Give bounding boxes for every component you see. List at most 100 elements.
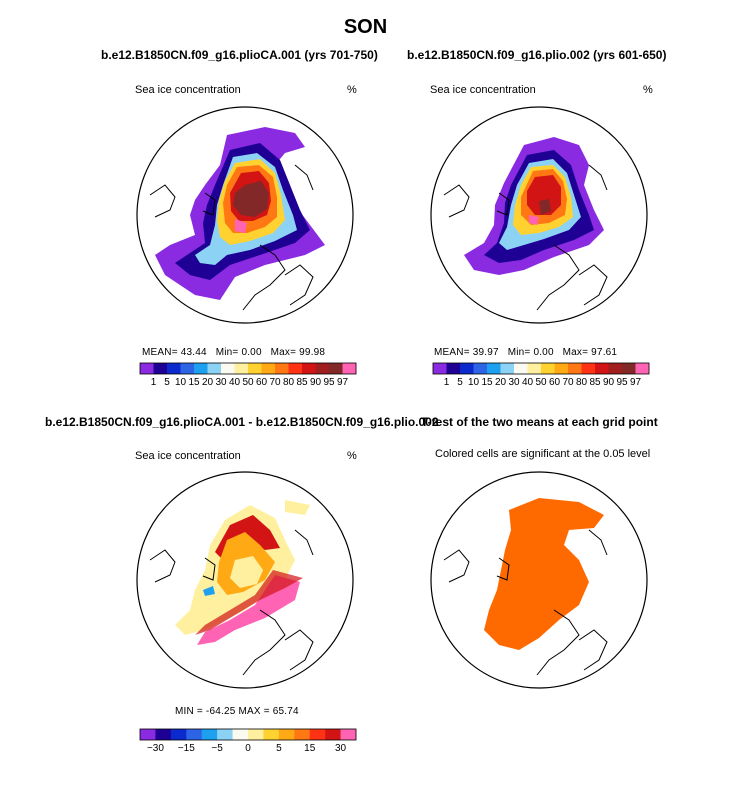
colorbar-tick-label: 70: [269, 377, 281, 388]
colorbar-swatch: [541, 363, 555, 374]
colorbar-tick-label: 1: [151, 377, 157, 388]
colorbar-tick-label: 50: [242, 377, 254, 388]
colorbar-swatch: [180, 363, 195, 374]
colorbar-swatch: [622, 363, 636, 374]
colorbar-tick-label: 40: [229, 377, 241, 388]
stats-top-left: MEAN= 43.44 Min= 0.00 Max= 99.98: [142, 347, 325, 358]
colorbar-swatch: [302, 363, 316, 374]
polar-map-bottom-left: [136, 471, 354, 689]
colorbar-swatch: [207, 363, 222, 374]
colorbar-tick-label: 50: [535, 377, 547, 388]
colorbar-tick-label: 40: [522, 377, 534, 388]
colorbar-swatch: [275, 363, 289, 374]
units-label-bottom-left: %: [347, 450, 357, 462]
colorbar-swatch: [155, 729, 172, 740]
colorbar-tick-label: 60: [549, 377, 561, 388]
min-label: Min=: [215, 347, 239, 358]
colorbar-swatch: [278, 729, 295, 740]
colorbar-top-right: 1 5 10 15 20 30 40 50 60 70 80 85 90 95 97: [432, 362, 650, 388]
units-label-top-right: %: [643, 84, 653, 96]
colorbar-swatch: [186, 729, 203, 740]
stats-bottom-left: MIN = -64.25 MAX = 65.74: [175, 706, 299, 717]
stats-top-right: MEAN= 39.97 Min= 0.00 Max= 97.61: [434, 347, 617, 358]
panel-title-bottom-left: b.e12.B1850CN.f09_g16.plioCA.001 - b.e12…: [45, 415, 439, 429]
colorbar-tick-label: 80: [576, 377, 588, 388]
colorbar-tick-label: 5: [457, 377, 463, 388]
colorbar-swatch: [487, 363, 501, 374]
diff-yellow-top: [285, 500, 310, 515]
significant-region: [484, 498, 604, 650]
colorbar-swatch: [325, 729, 341, 740]
colorbar-swatch: [342, 363, 357, 374]
ice-darkred: [539, 199, 551, 215]
diff-blue-patch: [203, 586, 215, 596]
max-label: Max=: [562, 347, 589, 358]
diff-yellow-center: [230, 556, 263, 588]
colorbar-tick-label: 90: [603, 377, 615, 388]
colorbar-swatch: [201, 729, 218, 740]
colorbar-tick-label: 5: [164, 377, 170, 388]
colorbar-bottom-left: −30 −15 −5 0 5 15 30: [139, 728, 357, 754]
colorbar-swatch: [581, 363, 596, 374]
colorbar-swatch: [635, 363, 650, 374]
colorbar-swatch: [514, 363, 528, 374]
colorbar-tick-label: −5: [211, 743, 223, 754]
colorbar-swatch: [167, 363, 181, 374]
colorbar-tick-label: 5: [276, 743, 282, 754]
colorbar-tick-label: 10: [175, 377, 187, 388]
colorbar-tick-label: 15: [304, 743, 316, 754]
colorbar-swatch: [140, 729, 156, 740]
colorbar-swatch: [315, 363, 330, 374]
colorbar-swatch: [554, 363, 569, 374]
min-label: Min=: [507, 347, 531, 358]
colorbar-tick-label: 60: [256, 377, 268, 388]
colorbar-swatch: [433, 363, 447, 374]
diff-red-edge: [195, 570, 303, 635]
colorbar-tick-label: 95: [323, 377, 335, 388]
colorbar-swatch: [217, 729, 233, 740]
colorbar-swatch: [595, 363, 609, 374]
max-label: Max=: [270, 347, 297, 358]
colorbar-swatch: [309, 729, 326, 740]
colorbar-swatch: [140, 363, 154, 374]
colorbar-swatch: [170, 729, 187, 740]
colorbar-swatch: [221, 363, 235, 374]
colorbar-tick-label: 90: [310, 377, 322, 388]
colorbar-tick-label: 15: [188, 377, 200, 388]
colorbar-tick-label: 30: [215, 377, 227, 388]
colorbar-swatch: [473, 363, 488, 374]
colorbar-tick-label: 85: [589, 377, 601, 388]
colorbar-swatch: [261, 363, 276, 374]
colorbar-tick-label: 97: [337, 377, 349, 388]
panel-title-bottom-right: T-test of the two means at each grid poi…: [421, 415, 658, 429]
colorbar-tick-label: 20: [495, 377, 507, 388]
colorbar-swatch: [294, 729, 311, 740]
units-label-top-left: %: [347, 84, 357, 96]
colorbar-swatch: [340, 729, 357, 740]
colorbar-frame: [432, 362, 650, 375]
variable-label-top-right: Sea ice concentration: [430, 84, 536, 96]
colorbar-swatch: [568, 363, 582, 374]
polar-map-bottom-right: [430, 471, 648, 689]
colorbar-tick-label: 95: [616, 377, 628, 388]
panel-title-top-left: b.e12.B1850CN.f09_g16.plioCA.001 (yrs 70…: [101, 48, 378, 62]
colorbar-swatch: [460, 363, 474, 374]
mean-label: MEAN=: [142, 347, 178, 358]
colorbar-tick-label: 80: [283, 377, 295, 388]
ice-pink: [529, 215, 539, 225]
colorbar-tick-label: 0: [245, 743, 251, 754]
max-value: 99.98: [299, 347, 326, 358]
colorbar-swatch: [248, 363, 262, 374]
max-value: 97.61: [591, 347, 618, 358]
colorbar-swatch: [248, 729, 264, 740]
colorbar-frame: [139, 728, 357, 741]
ice-darkred: [233, 181, 269, 217]
ice-red: [527, 175, 561, 215]
colorbar-frame: [139, 362, 357, 375]
min-value: 0.00: [533, 347, 554, 358]
colorbar-tick-label: 30: [508, 377, 520, 388]
colorbar-tick-label: 10: [468, 377, 480, 388]
colorbar-tick-label: −30: [147, 743, 164, 754]
mean-value: 43.44: [180, 347, 207, 358]
colorbar-swatch: [446, 363, 461, 374]
